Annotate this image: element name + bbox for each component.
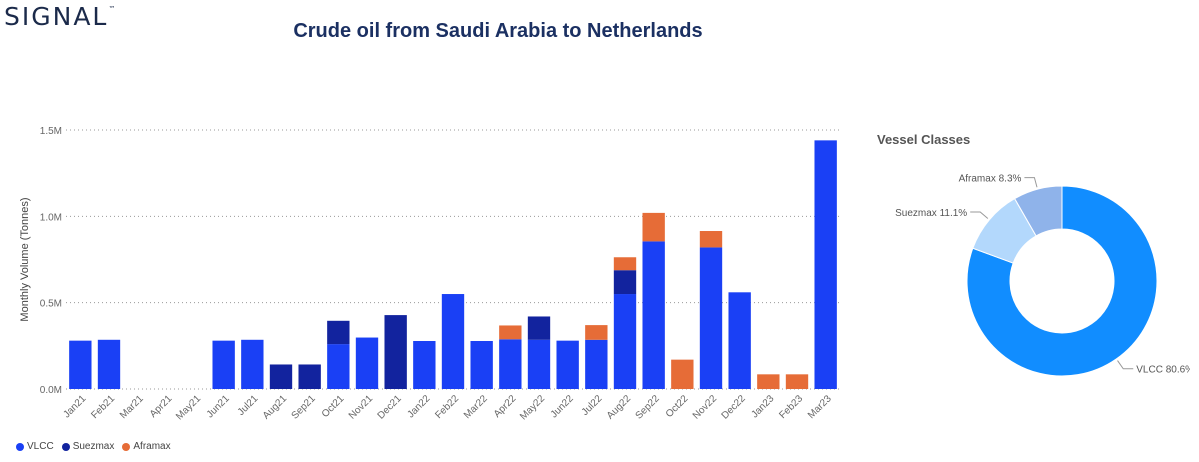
bar-may22-vlcc (527, 339, 551, 389)
x-tick-label-jul22: Jul22 (580, 393, 605, 418)
bar-jun21-vlcc (212, 340, 235, 389)
x-tick-label-jul21: Jul21 (236, 393, 261, 418)
bar-jul21-vlcc (241, 339, 264, 389)
bar-chart-legend: VLCC Suezmax Aframax (16, 441, 171, 452)
bar-jan22-vlcc (413, 340, 436, 389)
donut-slice-vlcc (966, 185, 1158, 377)
x-tick-label-aug21: Aug21 (261, 393, 290, 422)
y-tick-label-1-5m: 1.5M (40, 126, 62, 137)
y-tick-label-1-0m: 1.0M (40, 212, 62, 223)
x-tick-label-sep21: Sep21 (290, 393, 319, 422)
y-axis-label: Monthly Volume (Tonnes) (19, 197, 31, 321)
donut-label-suezmax: Suezmax 11.1% (895, 208, 967, 219)
bar-feb23-aframax (785, 374, 809, 389)
bar-oct21-vlcc (327, 344, 350, 389)
bar-mar23-vlcc (814, 140, 837, 389)
bar-aug22-vlcc (613, 294, 637, 389)
legend-item-suezmax[interactable]: Suezmax (61, 441, 115, 452)
donut-leader-aframax (1024, 177, 1038, 188)
legend-dot-suezmax (61, 442, 70, 451)
legend-item-vlcc[interactable]: VLCC (16, 441, 54, 452)
bar-oct22-aframax (671, 359, 694, 389)
legend-dot-vlcc (16, 442, 24, 451)
donut-label-aframax: Aframax 8.3% (959, 174, 1022, 185)
x-tick-label-apr22: Apr22 (492, 393, 519, 420)
donut-title: Vessel Classes (877, 132, 970, 147)
bar-jun22-vlcc (556, 340, 579, 389)
bar-may22-suezmax (527, 316, 551, 340)
legend-dot-aframax (122, 442, 131, 451)
legend-label-vlcc: VLCC (27, 441, 54, 452)
x-tick-label-jun21: Jun21 (205, 393, 232, 420)
x-tick-label-aug22: Aug22 (605, 393, 634, 422)
x-tick-label-nov21: Nov21 (347, 393, 376, 422)
bar-apr22-aframax (499, 325, 522, 340)
x-tick-label-apr21: Apr21 (148, 393, 175, 420)
x-tick-label-may21: May21 (174, 393, 203, 422)
x-tick-label-mar23: Mar23 (806, 393, 834, 421)
bar-mar22-vlcc (470, 340, 493, 389)
chart-title: Crude oil from Saudi Arabia to Netherlan… (293, 20, 703, 42)
bar-dec21-suezmax (384, 315, 407, 389)
x-tick-label-jan22: Jan22 (405, 393, 432, 420)
x-tick-label-may22: May22 (518, 393, 547, 422)
bar-aug21-suezmax (269, 364, 293, 389)
bar-feb21-vlcc (97, 339, 121, 389)
x-tick-label-sep22: Sep22 (634, 393, 663, 422)
bar-dec22-vlcc (728, 292, 751, 389)
legend-item-aframax[interactable]: Aframax (122, 441, 171, 452)
x-tick-label-feb21: Feb21 (89, 393, 117, 421)
x-tick-label-nov22: Nov22 (691, 393, 720, 422)
bar-sep22-vlcc (642, 241, 665, 389)
bar-jul22-aframax (585, 325, 608, 340)
bar-aug22-suezmax (613, 270, 637, 295)
x-tick-label-dec21: Dec21 (376, 393, 405, 422)
x-tick-label-dec22: Dec22 (720, 393, 749, 422)
x-tick-label-mar22: Mar22 (462, 393, 490, 421)
bar-oct21-suezmax (327, 320, 350, 345)
stacked-bar-chart: 0.0M 0.5M 1.0M 1.5M Monthly Volume (Tonnes) J… (19, 126, 840, 422)
donut-leader-vlcc (1117, 360, 1134, 370)
x-tick-label-jun22: Jun22 (549, 393, 576, 420)
donut-leader-suezmax (970, 211, 989, 219)
x-tick-label-feb23: Feb23 (777, 393, 805, 421)
bar-nov22-vlcc (699, 247, 723, 389)
x-tick-label-jan21: Jan21 (61, 393, 88, 420)
bar-apr22-vlcc (499, 339, 522, 389)
x-tick-label-feb22: Feb22 (433, 393, 461, 421)
bar-sep21-suezmax (298, 364, 321, 389)
bar-feb22-vlcc (441, 294, 465, 389)
donut-label-vlcc: VLCC 80.6% (1136, 365, 1190, 376)
bar-aug22-aframax (613, 257, 637, 271)
signal-logo: SIGNAL™ (4, 2, 116, 31)
y-tick-label-0-0m: 0.0M (40, 385, 62, 396)
bar-nov22-aframax (699, 231, 723, 248)
x-tick-label-jan23: Jan23 (749, 393, 776, 420)
legend-label-suezmax: Suezmax (72, 441, 115, 452)
legend-label-aframax: Aframax (133, 441, 171, 452)
bar-jul22-vlcc (585, 339, 608, 389)
x-tick-label-mar21: Mar21 (118, 393, 146, 421)
bar-sep22-aframax (642, 212, 665, 242)
y-tick-label-0-5m: 0.5M (40, 299, 62, 310)
bar-nov21-vlcc (355, 337, 379, 389)
bar-jan21-vlcc (69, 340, 92, 389)
vessel-classes-donut-chart: Vessel Classes VLCC 80.6% Suezmax 11.1% Afr… (877, 132, 1190, 377)
donut-slice-aframax (1013, 185, 1063, 237)
bar-jan23-aframax (757, 374, 780, 389)
x-tick-label-oct22: Oct22 (664, 393, 691, 420)
x-tick-label-oct21: Oct21 (320, 393, 347, 420)
